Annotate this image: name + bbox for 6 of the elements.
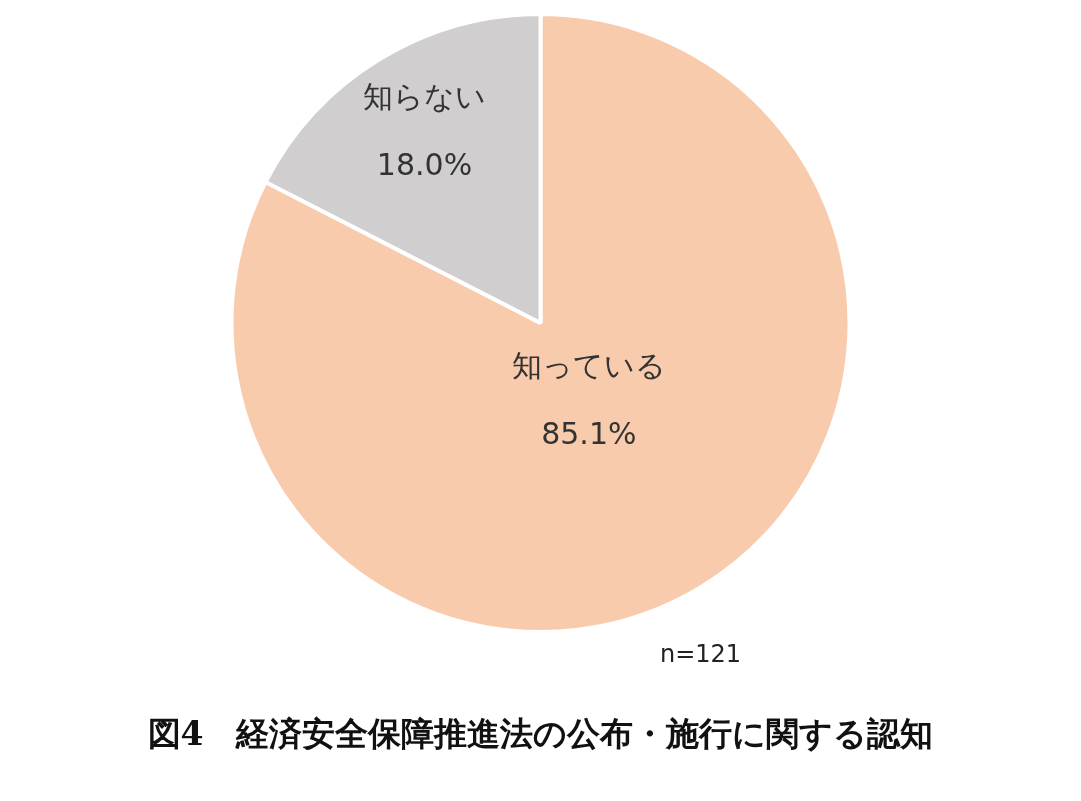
- text: 図4 経済安全保障推進法の公布・施行に関する認知: [146, 713, 935, 755]
- slice-label: 知っている: [511, 347, 666, 383]
- data-label: 18.0%: [376, 146, 473, 182]
- slice-label: 知らない: [363, 78, 486, 114]
- text: n=121: [660, 640, 742, 668]
- data-label: 85.1%: [541, 415, 637, 451]
